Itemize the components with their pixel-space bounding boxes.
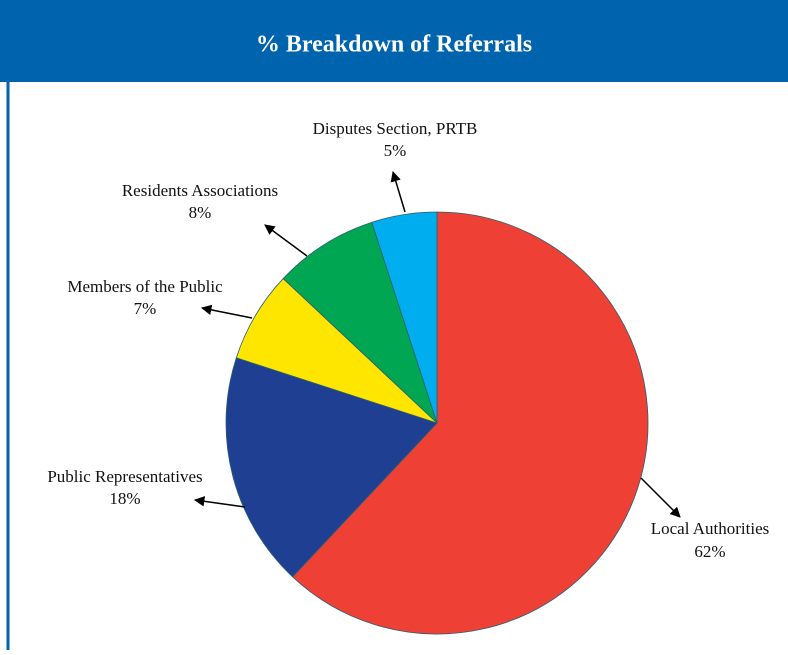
leader-arrow xyxy=(264,224,308,257)
slice-value: 62% xyxy=(694,542,725,561)
chart-title: % Breakdown of Referrals xyxy=(256,32,532,58)
slice-value: 7% xyxy=(134,299,157,318)
slice-value: 18% xyxy=(109,489,140,508)
pie-slice xyxy=(371,211,438,424)
pie-slice xyxy=(291,211,649,635)
slice-label: Local Authorities xyxy=(651,519,770,538)
slice-value: 5% xyxy=(384,141,407,160)
pie-slice xyxy=(225,357,438,578)
slice-value: 8% xyxy=(189,203,212,222)
header-bar xyxy=(0,0,788,82)
leader-arrow xyxy=(390,170,406,213)
pie-slice xyxy=(282,221,438,424)
leader-arrow xyxy=(640,477,681,518)
leader-arrow xyxy=(193,496,246,508)
leader-arrow xyxy=(200,304,253,319)
slice-label: Public Representatives xyxy=(47,467,202,486)
slice-label: Disputes Section, PRTB xyxy=(313,119,478,138)
slice-label: Residents Associations xyxy=(122,181,278,200)
slice-label: Members of the Public xyxy=(67,277,223,296)
